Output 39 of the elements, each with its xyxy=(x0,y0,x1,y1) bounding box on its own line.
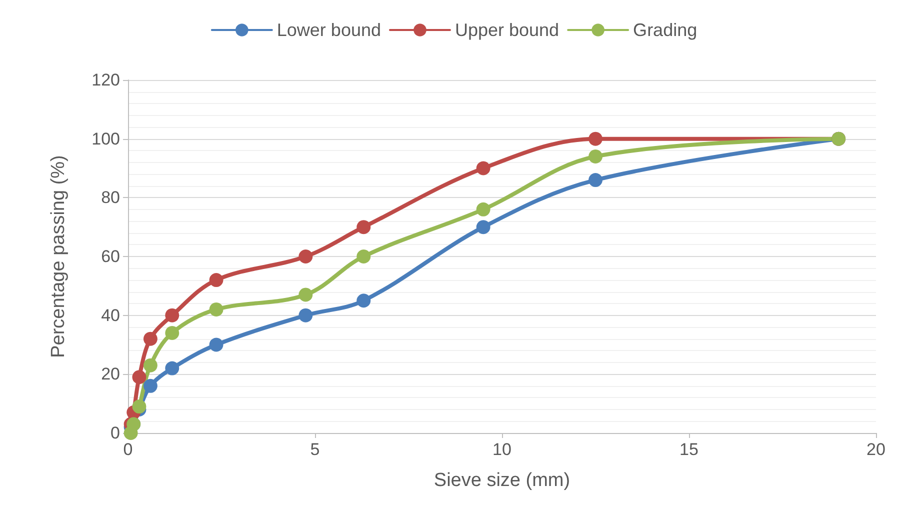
point xyxy=(143,358,158,372)
x-tick-label: 10 xyxy=(492,440,512,459)
y-tick-label: 60 xyxy=(101,247,120,266)
point xyxy=(298,250,313,264)
y-tick-label: 20 xyxy=(101,364,120,384)
point xyxy=(356,250,371,264)
y-tick-label: 80 xyxy=(101,188,120,208)
point xyxy=(132,370,146,384)
x-tick-label: 15 xyxy=(680,440,698,459)
y-tick-label: 40 xyxy=(101,306,120,325)
x-tick-label: 20 xyxy=(866,440,886,459)
point xyxy=(165,308,180,322)
x-axis-title: Sieve size (mm) xyxy=(434,470,570,491)
point xyxy=(476,220,490,234)
point xyxy=(588,173,602,188)
point xyxy=(588,132,602,146)
point xyxy=(209,302,224,316)
legend-label: Lower bound xyxy=(276,20,381,40)
point xyxy=(298,288,313,302)
legend-label: Grading xyxy=(633,20,698,40)
point xyxy=(165,361,180,376)
point xyxy=(143,332,158,346)
point xyxy=(209,338,224,352)
point xyxy=(476,161,490,176)
point xyxy=(476,202,490,216)
point xyxy=(143,378,158,393)
y-axis-title: Percentage passing (%) xyxy=(48,155,69,358)
point xyxy=(356,294,371,308)
point xyxy=(588,149,602,164)
point xyxy=(298,308,313,322)
point xyxy=(165,326,180,340)
point xyxy=(356,220,371,234)
y-tick-label: 0 xyxy=(110,424,120,442)
x-tick-label: 5 xyxy=(310,440,320,459)
point xyxy=(209,273,224,288)
y-tick-label: 100 xyxy=(92,129,120,148)
x-tick-label: 0 xyxy=(123,440,133,459)
legend-label: Upper bound xyxy=(454,20,560,40)
y-tick-label: 120 xyxy=(92,70,120,90)
